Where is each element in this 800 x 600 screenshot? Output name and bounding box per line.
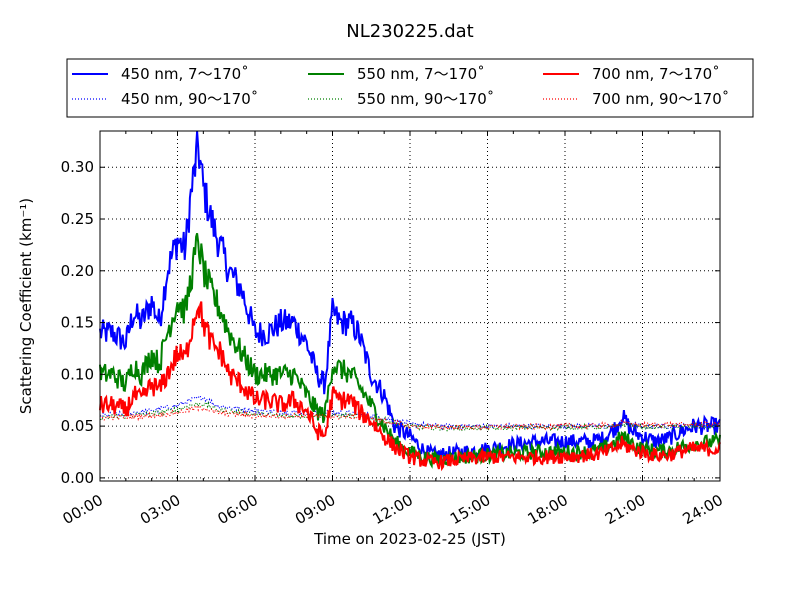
series-line <box>99 131 721 462</box>
plot-area: 00:00 03:00 06:00 09:00 12:00 15:00 18:00 21:00… <box>60 130 726 528</box>
legend: 450 nm, 7～170˚ 550 nm, 7～170˚ 700 nm, 7～17… <box>66 58 754 118</box>
legend-label: 450 nm, 7～170˚ <box>121 65 249 83</box>
legend-label: 450 nm, 90～170˚ <box>121 90 258 108</box>
y-tick-label: 0.20 <box>61 262 94 280</box>
legend-label: 700 nm, 7～170˚ <box>592 65 720 83</box>
chart-title: NL230225.dat <box>346 21 473 42</box>
y-tick-label: 0.05 <box>61 417 94 435</box>
y-tick-label: 0.00 <box>61 469 94 487</box>
legend-label: 550 nm, 7～170˚ <box>357 65 485 83</box>
y-tick-label: 0.15 <box>61 314 94 332</box>
y-tick-label: 0.25 <box>61 210 94 228</box>
y-tick-label: 0.30 <box>61 158 94 176</box>
y-tick-label: 0.10 <box>61 365 94 383</box>
y-axis-label: Scattering Coefficient (km⁻¹) <box>17 198 35 414</box>
series-line <box>99 301 721 472</box>
series-layer <box>99 131 721 472</box>
legend-label: 550 nm, 90～170˚ <box>357 90 494 108</box>
x-axis-label: Time on 2023-02-25 (JST) <box>313 530 506 548</box>
legend-label: 700 nm, 90～170˚ <box>592 90 729 108</box>
